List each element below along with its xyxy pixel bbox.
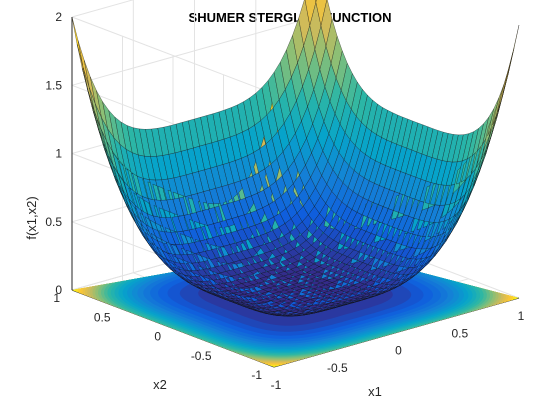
z-tick-label: 0 bbox=[55, 283, 62, 297]
z-tick-label: 1 bbox=[55, 147, 62, 161]
y-tick-labels: -1 -0.5 0 0.5 1 bbox=[53, 291, 262, 382]
x2-tick-label: 1 bbox=[53, 291, 60, 305]
surface-patch bbox=[71, 16, 84, 68]
x2-tick-label: -0.5 bbox=[191, 349, 212, 363]
surface-mesh bbox=[71, 0, 520, 317]
x1-tick-label: -1 bbox=[271, 378, 282, 392]
grid-line-z-back bbox=[71, 0, 135, 18]
x1-tick-label: 0.5 bbox=[451, 326, 468, 340]
x1-tick-label: 1 bbox=[518, 309, 525, 323]
x-tick-labels: -1 -0.5 0 0.5 1 bbox=[271, 309, 525, 392]
x2-axis-label: x2 bbox=[153, 377, 167, 392]
x2-tick-label: 0 bbox=[154, 330, 161, 344]
surface-patch bbox=[507, 24, 520, 76]
x1-axis-label: x1 bbox=[368, 384, 382, 399]
z-tick-label: 2 bbox=[55, 10, 62, 24]
x1-tick-label: 0 bbox=[395, 344, 402, 358]
x2-tick-label: 0.5 bbox=[94, 310, 111, 324]
z-tick-labels: 0 0.5 1 1.5 2 bbox=[45, 10, 62, 297]
z-tick-label: 1.5 bbox=[45, 78, 62, 92]
surface-patch bbox=[77, 40, 90, 88]
z-tick-label: 0.5 bbox=[45, 215, 62, 229]
x2-tick-label: -1 bbox=[251, 368, 262, 382]
x1-tick-label: -0.5 bbox=[327, 361, 348, 375]
z-axis-label: f(x1,x2) bbox=[24, 196, 39, 239]
chart-title: SHUMER STERGLITZ FUNCTION bbox=[189, 10, 392, 25]
